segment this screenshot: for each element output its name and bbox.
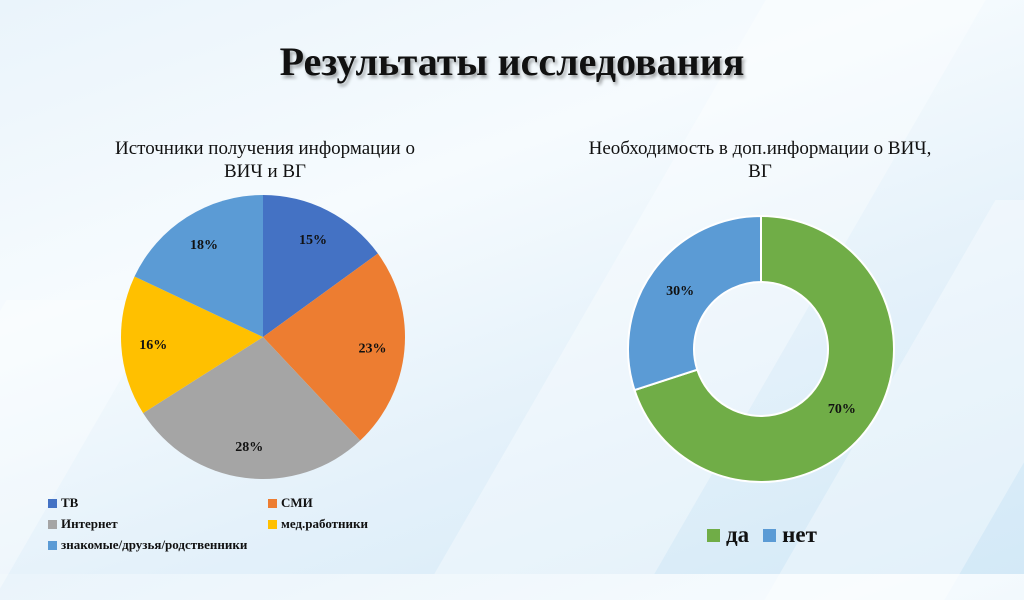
legend-label: нет: [782, 522, 817, 547]
legend-item: мед.работники: [268, 516, 368, 532]
donut-chart: 70% 30%: [627, 214, 895, 483]
pie-chart-title: Источники получения информации о ВИЧ и В…: [115, 138, 415, 182]
legend-swatch: [48, 540, 57, 550]
data-label: 23%: [359, 341, 387, 356]
legend-item: СМИ: [268, 495, 313, 511]
slice-0: [263, 195, 378, 337]
legend-swatch: [763, 528, 777, 542]
legend-item: знакомые/друзья/родственники: [48, 537, 247, 553]
slice-1: [263, 253, 405, 441]
legend-item: Интернет: [48, 516, 118, 532]
slice-4: [134, 195, 263, 337]
legend-label: да: [726, 522, 750, 547]
legend-swatch: [268, 498, 277, 508]
legend-swatch: [707, 528, 720, 542]
slide-title: Результаты исследования: [279, 39, 745, 84]
legend-item: ТВ: [48, 495, 78, 511]
slice-2: [143, 337, 361, 479]
charts-canvas: 15% 23% 28% 16% 18% 70% 30%: [120, 195, 895, 483]
slice-0: [633, 214, 895, 483]
legend-swatch: [268, 519, 277, 529]
legend-label: ТВ: [61, 495, 79, 510]
legend-label: Интернет: [61, 516, 118, 531]
data-label: 18%: [190, 238, 218, 253]
data-label: 70%: [828, 402, 856, 417]
donut-chart-title: Необходимость в доп.информации о ВИЧ, ВГ: [588, 138, 932, 182]
data-label: 16%: [139, 338, 167, 353]
data-label: 15%: [299, 233, 327, 248]
data-label: 30%: [666, 284, 694, 299]
legend-label: СМИ: [281, 495, 313, 510]
pie-chart: 15% 23% 28% 16% 18%: [120, 195, 405, 479]
legend-swatch: [48, 519, 57, 529]
data-label: 28%: [235, 440, 263, 455]
slice-3: [120, 276, 263, 414]
legend-label: мед.работники: [281, 516, 369, 531]
slice-1: [627, 214, 762, 392]
legend-swatch: [48, 498, 57, 508]
legend-label: знакомые/друзья/родственники: [61, 537, 248, 552]
donut-legend: да нет: [707, 522, 831, 548]
